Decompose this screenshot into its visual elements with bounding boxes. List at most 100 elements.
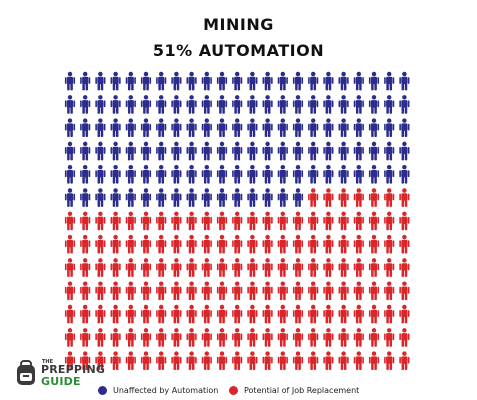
person-icon-unaffected	[216, 118, 228, 138]
person-icon-replacement	[64, 351, 76, 371]
person-icon-replacement	[247, 211, 258, 231]
person-icon-replacement	[110, 304, 121, 324]
person-icon-replacement	[201, 328, 212, 347]
person-icon-unaffected	[277, 95, 288, 114]
person-icon-unaffected	[95, 188, 106, 207]
person-icon-replacement	[399, 304, 410, 324]
person-icon-replacement	[399, 188, 410, 207]
person-icon-replacement	[232, 234, 243, 254]
person-icon-unaffected	[110, 71, 121, 91]
person-icon-replacement	[232, 328, 243, 347]
person-icon-replacement	[399, 211, 410, 231]
person-icon-replacement	[125, 211, 136, 231]
person-icon-unaffected	[80, 71, 91, 91]
person-icon-replacement	[292, 258, 304, 277]
person-icon-replacement	[368, 211, 380, 231]
person-icon-replacement	[64, 258, 76, 277]
person-icon-unaffected	[110, 164, 121, 184]
prepping-guide-logo: THE PREPPING GUIDE	[12, 359, 122, 389]
person-icon-replacement	[262, 234, 273, 254]
person-icon-replacement	[247, 258, 258, 277]
person-icon-replacement	[247, 328, 258, 347]
person-icon-replacement	[110, 258, 121, 277]
backpack-icon	[17, 360, 35, 385]
person-icon-unaffected	[80, 141, 91, 161]
person-icon-unaffected	[384, 95, 395, 114]
person-icon-replacement	[262, 351, 273, 371]
person-icon-replacement	[232, 211, 243, 231]
person-icon-replacement	[353, 211, 364, 231]
person-icon-unaffected	[216, 141, 228, 161]
person-icon-replacement	[156, 351, 167, 371]
person-icon-unaffected	[140, 118, 152, 138]
person-icon-replacement	[140, 328, 152, 347]
person-icon-unaffected	[80, 95, 91, 114]
person-icon-unaffected	[277, 188, 288, 207]
logo-text-prepping: PREPPING	[41, 363, 106, 376]
person-icon-replacement	[140, 211, 152, 231]
person-icon-unaffected	[338, 164, 349, 184]
person-icon-unaffected	[171, 118, 182, 138]
person-icon-unaffected	[353, 71, 364, 91]
person-icon-unaffected	[399, 71, 410, 91]
person-icon-unaffected	[308, 95, 319, 114]
person-icon-unaffected	[95, 141, 106, 161]
person-icon-replacement	[277, 281, 288, 301]
person-icon-replacement	[292, 234, 304, 254]
person-icon-replacement	[308, 258, 319, 277]
person-icon-unaffected	[338, 118, 349, 138]
person-icon-replacement	[277, 304, 288, 324]
person-icon-replacement	[201, 351, 212, 371]
legend-item-unaffected: Unaffected by Automation	[98, 386, 218, 395]
person-icon-unaffected	[323, 95, 334, 114]
person-icon-unaffected	[399, 95, 410, 114]
chart-title: MINING	[203, 15, 274, 34]
person-icon-replacement	[262, 211, 273, 231]
person-icon-unaffected	[247, 141, 258, 161]
person-icon-replacement	[262, 281, 273, 301]
person-icon-replacement	[95, 304, 106, 324]
person-icon-replacement	[277, 328, 288, 347]
person-icon-replacement	[353, 281, 364, 301]
person-icon-replacement	[277, 211, 288, 231]
person-icon-replacement	[353, 234, 364, 254]
person-icon-unaffected	[384, 141, 395, 161]
person-icon-replacement	[308, 281, 319, 301]
person-icon-replacement	[247, 304, 258, 324]
person-icon-replacement	[338, 188, 349, 207]
legend-label-replacement: Potential of Job Replacement	[244, 386, 360, 395]
person-icon-replacement	[247, 281, 258, 301]
person-icon-replacement	[216, 351, 228, 371]
person-icon-replacement	[95, 351, 106, 371]
person-icon-replacement	[80, 258, 91, 277]
person-icon-replacement	[399, 281, 410, 301]
person-icon-unaffected	[201, 164, 212, 184]
person-icon-replacement	[186, 281, 197, 301]
person-icon-replacement	[216, 211, 228, 231]
person-icon-replacement	[353, 328, 364, 347]
person-icon-replacement	[323, 258, 334, 277]
person-icon-unaffected	[110, 118, 121, 138]
person-icon-replacement	[156, 258, 167, 277]
person-icon-unaffected	[216, 164, 228, 184]
person-icon-unaffected	[171, 188, 182, 207]
person-icon-replacement	[384, 258, 395, 277]
person-icon-replacement	[308, 328, 319, 347]
person-icon-unaffected	[292, 118, 304, 138]
person-icon-replacement	[368, 304, 380, 324]
person-icon-unaffected	[232, 118, 243, 138]
person-icon-unaffected	[125, 141, 136, 161]
person-icon-replacement	[323, 188, 334, 207]
person-icon-replacement	[171, 211, 182, 231]
person-icon-unaffected	[95, 118, 106, 138]
person-icon-replacement	[262, 328, 273, 347]
person-icon-replacement	[323, 211, 334, 231]
person-icon-unaffected	[247, 118, 258, 138]
logo-text-guide: GUIDE	[41, 375, 81, 388]
chart-subtitle: 51% AUTOMATION	[152, 41, 325, 60]
person-icon-replacement	[338, 281, 349, 301]
person-icon-unaffected	[216, 188, 228, 207]
person-icon-replacement	[277, 258, 288, 277]
person-icon-replacement	[399, 234, 410, 254]
person-icon-replacement	[186, 304, 197, 324]
